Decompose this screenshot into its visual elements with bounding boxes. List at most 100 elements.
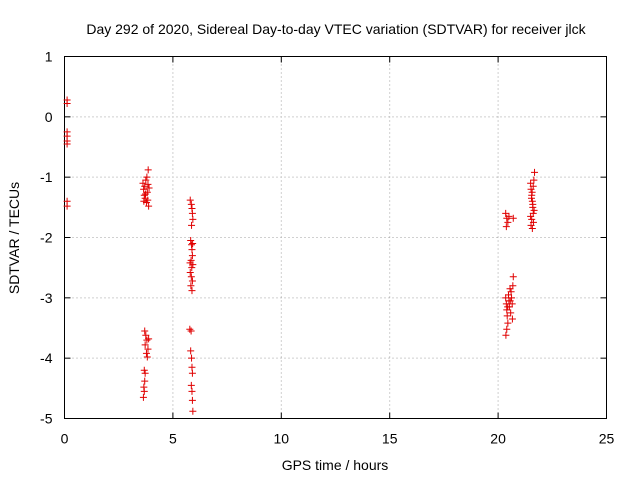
data-point	[509, 273, 517, 281]
x-tick-label: 0	[61, 431, 69, 447]
data-point	[504, 218, 512, 226]
data-point	[188, 264, 196, 272]
data-point	[141, 182, 149, 190]
data-point	[506, 297, 514, 305]
data-point	[509, 282, 517, 290]
y-tick-label: 0	[45, 109, 53, 125]
data-point	[529, 218, 537, 226]
x-tick-label: 10	[274, 431, 290, 447]
data-point	[186, 268, 194, 276]
data-points	[63, 96, 539, 415]
data-point	[188, 252, 196, 260]
data-point	[140, 191, 148, 199]
data-point	[188, 369, 196, 377]
x-tick-label: 15	[382, 431, 398, 447]
data-point	[528, 215, 536, 223]
data-point	[187, 273, 195, 281]
y-tick-label: 1	[45, 49, 53, 65]
data-point	[143, 336, 151, 344]
data-point	[144, 166, 152, 174]
data-point	[141, 327, 149, 335]
data-point	[186, 259, 194, 267]
data-point	[189, 407, 197, 415]
data-point	[140, 366, 148, 374]
data-point	[189, 215, 197, 223]
data-point	[188, 277, 196, 285]
data-point	[503, 312, 511, 320]
data-point	[187, 282, 195, 290]
data-point	[508, 294, 516, 302]
data-point	[531, 168, 539, 176]
data-point	[528, 188, 536, 196]
chart-title: Day 292 of 2020, Sidereal Day-to-day VTE…	[86, 21, 586, 37]
data-point	[143, 353, 151, 361]
data-point	[528, 224, 536, 232]
data-point	[143, 173, 151, 181]
data-point	[145, 184, 153, 192]
data-point	[142, 176, 150, 184]
data-point	[187, 327, 195, 335]
data-point	[140, 197, 148, 205]
y-tick-label: -2	[40, 230, 53, 246]
data-point	[144, 180, 152, 188]
y-tick-label: -3	[40, 290, 53, 306]
data-point	[141, 377, 149, 385]
data-point	[502, 223, 510, 231]
data-point	[504, 303, 512, 311]
y-tick-labels: 1 0 -1 -2 -3 -4 -5	[40, 49, 53, 427]
grid-lines	[64, 56, 607, 419]
data-point	[186, 325, 194, 333]
data-point	[145, 202, 153, 210]
data-point	[188, 209, 196, 217]
data-point	[504, 319, 512, 327]
x-axis-label: GPS time / hours	[282, 457, 389, 473]
data-point	[188, 287, 196, 295]
data-point	[140, 387, 148, 395]
data-point	[144, 345, 152, 353]
data-point	[63, 100, 71, 108]
data-point	[141, 341, 149, 349]
data-point	[188, 246, 196, 254]
data-point	[507, 309, 515, 317]
y-tick-label: -4	[40, 350, 53, 366]
x-tick-labels: 0 5 10 15 20 25	[61, 431, 615, 447]
data-point	[529, 200, 537, 208]
data-point	[527, 194, 535, 202]
data-point	[188, 221, 196, 229]
data-point	[530, 176, 538, 184]
data-point	[503, 325, 511, 333]
y-axis-label: SDTVAR / TECUs	[6, 182, 22, 294]
data-point	[530, 206, 538, 214]
data-point	[140, 185, 148, 193]
data-point	[143, 188, 151, 196]
data-point	[139, 393, 147, 401]
data-point	[142, 331, 150, 339]
data-point	[187, 347, 195, 355]
data-point	[188, 396, 196, 404]
data-point	[509, 214, 517, 222]
data-point	[529, 182, 537, 190]
data-point	[187, 381, 195, 389]
data-point	[527, 212, 535, 220]
data-point	[186, 196, 194, 204]
data-point	[502, 209, 510, 217]
data-point	[63, 140, 71, 148]
data-point	[63, 202, 71, 210]
data-point	[189, 240, 197, 248]
data-point	[188, 363, 196, 371]
data-point	[187, 200, 195, 208]
data-point	[502, 331, 510, 339]
x-tick-label: 20	[490, 431, 506, 447]
data-point	[188, 387, 196, 395]
y-tick-label: -5	[40, 411, 53, 427]
data-point	[508, 315, 516, 323]
x-tick-label: 25	[599, 431, 615, 447]
plot-frame	[64, 56, 607, 419]
data-point	[507, 288, 515, 296]
data-point	[141, 369, 149, 377]
data-point	[142, 349, 150, 357]
x-tick-label: 5	[169, 431, 177, 447]
data-point	[144, 196, 152, 204]
data-point	[505, 212, 513, 220]
